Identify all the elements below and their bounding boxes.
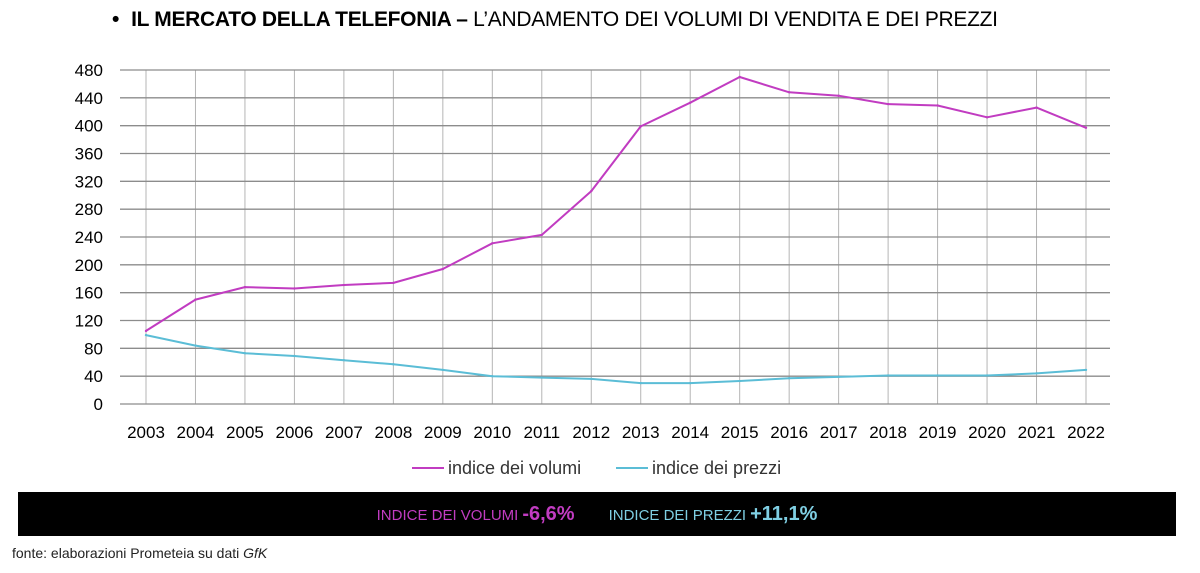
series-line-2 (145, 334, 1087, 385)
series-point-1 (491, 242, 494, 245)
series-line-1 (145, 76, 1087, 332)
x-tick-label: 2012 (572, 423, 610, 442)
series-point-1 (392, 281, 395, 285)
x-tick-label: 2005 (226, 423, 264, 442)
y-tick-label: 400 (75, 117, 103, 136)
series-point-1 (787, 91, 791, 94)
y-tick-label: 0 (94, 395, 103, 414)
series-point-2 (639, 381, 642, 385)
series-point-1 (194, 298, 197, 301)
x-axis-ticks: 2003 2004 2005 2006 2007 2008 2009 2010 2011 2012… (127, 423, 1105, 442)
series-point-2 (985, 374, 989, 377)
x-tick-label: 2021 (1018, 423, 1056, 442)
x-tick-label: 2008 (374, 423, 412, 442)
line-chart: 0 40 80 120 160 200 240 280 320 360 400 440 480 2003… (75, 61, 1110, 478)
volumi-summary: INDICE DEI VOLUMI -6,6% (377, 503, 575, 526)
source-italic: GfK (243, 545, 268, 561)
series-point-2 (392, 363, 395, 366)
series-point-1 (540, 233, 543, 237)
series-point-1 (639, 125, 642, 128)
x-tick-label: 2017 (820, 423, 858, 442)
series-point-1 (1084, 126, 1088, 129)
x-tick-label: 2015 (721, 423, 759, 442)
y-tick-label: 200 (75, 256, 103, 275)
x-tick-label: 2022 (1067, 423, 1105, 442)
y-tick-label: 240 (75, 228, 103, 247)
series-point-2 (689, 381, 692, 385)
y-tick-label: 80 (84, 339, 103, 358)
source-note: fonte: elaborazioni Prometeia su dati Gf… (12, 545, 267, 561)
title-bullet: • (112, 8, 120, 31)
series-point-2 (491, 374, 494, 378)
series-point-2 (194, 344, 197, 347)
series-point-1 (837, 94, 840, 97)
y-axis-ticks: 0 40 80 120 160 200 240 280 320 360 400 440 480 (75, 61, 103, 414)
series-point-2 (342, 358, 346, 362)
chart-title: • IL MERCATO DELLA TELEFONIA – L’ANDAMENT… (112, 8, 998, 32)
series-point-1 (689, 101, 692, 104)
prezzi-summary: INDICE DEI PREZZI +11,1% (609, 503, 818, 526)
x-tick-label: 2016 (770, 423, 808, 442)
series-point-2 (540, 376, 543, 379)
x-tick-label: 2003 (127, 423, 165, 442)
x-tick-label: 2014 (671, 423, 709, 442)
x-tick-label: 2019 (919, 423, 957, 442)
series-point-2 (1084, 368, 1088, 372)
y-tick-label: 360 (75, 145, 103, 164)
series-point-1 (243, 285, 247, 289)
series-point-1 (738, 75, 741, 79)
series-point-2 (144, 333, 148, 337)
series-point-2 (738, 379, 741, 383)
x-tick-label: 2004 (177, 423, 215, 442)
x-tick-label: 2018 (869, 423, 907, 442)
x-tick-label: 2009 (424, 423, 462, 442)
y-tick-label: 40 (84, 367, 103, 386)
summary-banner: INDICE DEI VOLUMI -6,6% INDICE DEI PREZZ… (18, 492, 1176, 536)
series-point-2 (936, 374, 939, 377)
series-point-1 (590, 189, 593, 193)
source-text: fonte: elaborazioni Prometeia su dati (12, 545, 240, 561)
series-point-1 (342, 283, 346, 287)
series-point-1 (441, 267, 445, 271)
series-point-1 (144, 329, 148, 333)
series-point-2 (243, 352, 247, 355)
series-point-2 (293, 354, 296, 358)
series-point-1 (985, 116, 989, 119)
x-tick-label: 2010 (473, 423, 511, 442)
prezzi-summary-value: +11,1% (750, 502, 818, 525)
volumi-summary-label: INDICE DEI VOLUMI (376, 506, 519, 524)
series-point-1 (936, 104, 939, 107)
legend-label-2: indice dei prezzi (652, 458, 781, 478)
title-main: IL MERCATO DELLA TELEFONIA – (131, 8, 468, 31)
chart-legend: indice dei volumi indice dei prezzi (412, 458, 781, 478)
y-tick-label: 440 (75, 89, 103, 108)
y-tick-label: 120 (75, 312, 103, 331)
x-tick-label: 2007 (325, 423, 363, 442)
prezzi-summary-label: INDICE DEI PREZZI (608, 506, 747, 524)
series-point-2 (886, 374, 890, 377)
x-tick-label: 2020 (968, 423, 1006, 442)
series-point-2 (787, 377, 791, 380)
y-tick-label: 480 (75, 61, 103, 80)
series-point-2 (837, 375, 840, 379)
series-point-2 (1035, 372, 1038, 375)
x-tick-label: 2013 (622, 423, 660, 442)
y-tick-label: 160 (75, 284, 103, 303)
legend-label-1: indice dei volumi (448, 458, 581, 478)
chart-series (144, 75, 1088, 385)
y-tick-label: 280 (75, 200, 103, 219)
volumi-summary-value: -6,6% (522, 502, 575, 525)
series-point-1 (886, 102, 890, 106)
title-sub: L’ANDAMENTO DEI VOLUMI DI VENDITA E DEI … (473, 8, 998, 31)
x-tick-label: 2011 (524, 423, 561, 442)
series-point-1 (1035, 106, 1038, 109)
series-point-2 (590, 377, 593, 381)
series-point-2 (441, 368, 445, 372)
y-tick-label: 320 (75, 172, 103, 191)
x-tick-label: 2006 (276, 423, 314, 442)
series-point-1 (293, 287, 296, 290)
